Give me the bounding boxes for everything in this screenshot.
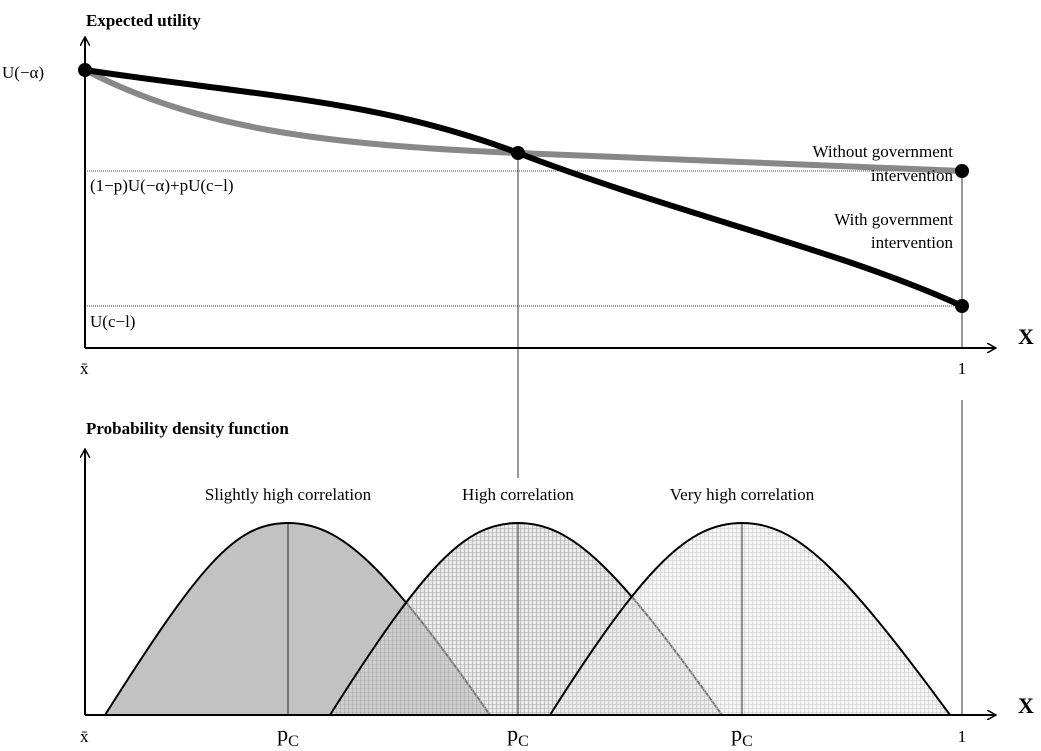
low-level-label: U(c−l) <box>90 312 135 331</box>
mode-label: pC <box>507 721 529 750</box>
curve-label: High correlation <box>462 485 574 504</box>
mid-level-label: (1−p)U(−α)+pU(c−l) <box>90 176 234 195</box>
u-alpha-label: U(−α) <box>2 63 44 82</box>
mode-sub: C <box>288 733 299 750</box>
mode-sub: C <box>518 733 529 750</box>
x-axis-label: X <box>1018 324 1034 349</box>
mode-label: pC <box>277 721 299 750</box>
with-label: intervention <box>871 233 954 252</box>
mode-base: p <box>277 721 288 746</box>
mode-label: pC <box>731 721 753 750</box>
x-axis-label: X <box>1018 693 1034 718</box>
point <box>78 63 92 77</box>
without-label: Without government <box>813 142 954 161</box>
mode-sub: C <box>742 733 753 750</box>
mode-base: p <box>731 721 742 746</box>
point <box>955 164 969 178</box>
top-title: Expected utility <box>86 11 201 30</box>
point <box>511 146 525 160</box>
curve-label: Slightly high correlation <box>205 485 372 504</box>
curve-label: Very high correlation <box>670 485 815 504</box>
with-label: With government <box>834 210 953 229</box>
bottom-title: Probability density function <box>86 419 289 438</box>
x-max-label: 1 <box>958 359 967 378</box>
without-label: intervention <box>871 166 954 185</box>
x-max-label: 1 <box>958 727 967 746</box>
x-min-label: x̄ <box>80 727 89 746</box>
mode-base: p <box>507 721 518 746</box>
x-min-label: x̄ <box>80 359 89 378</box>
point <box>955 299 969 313</box>
